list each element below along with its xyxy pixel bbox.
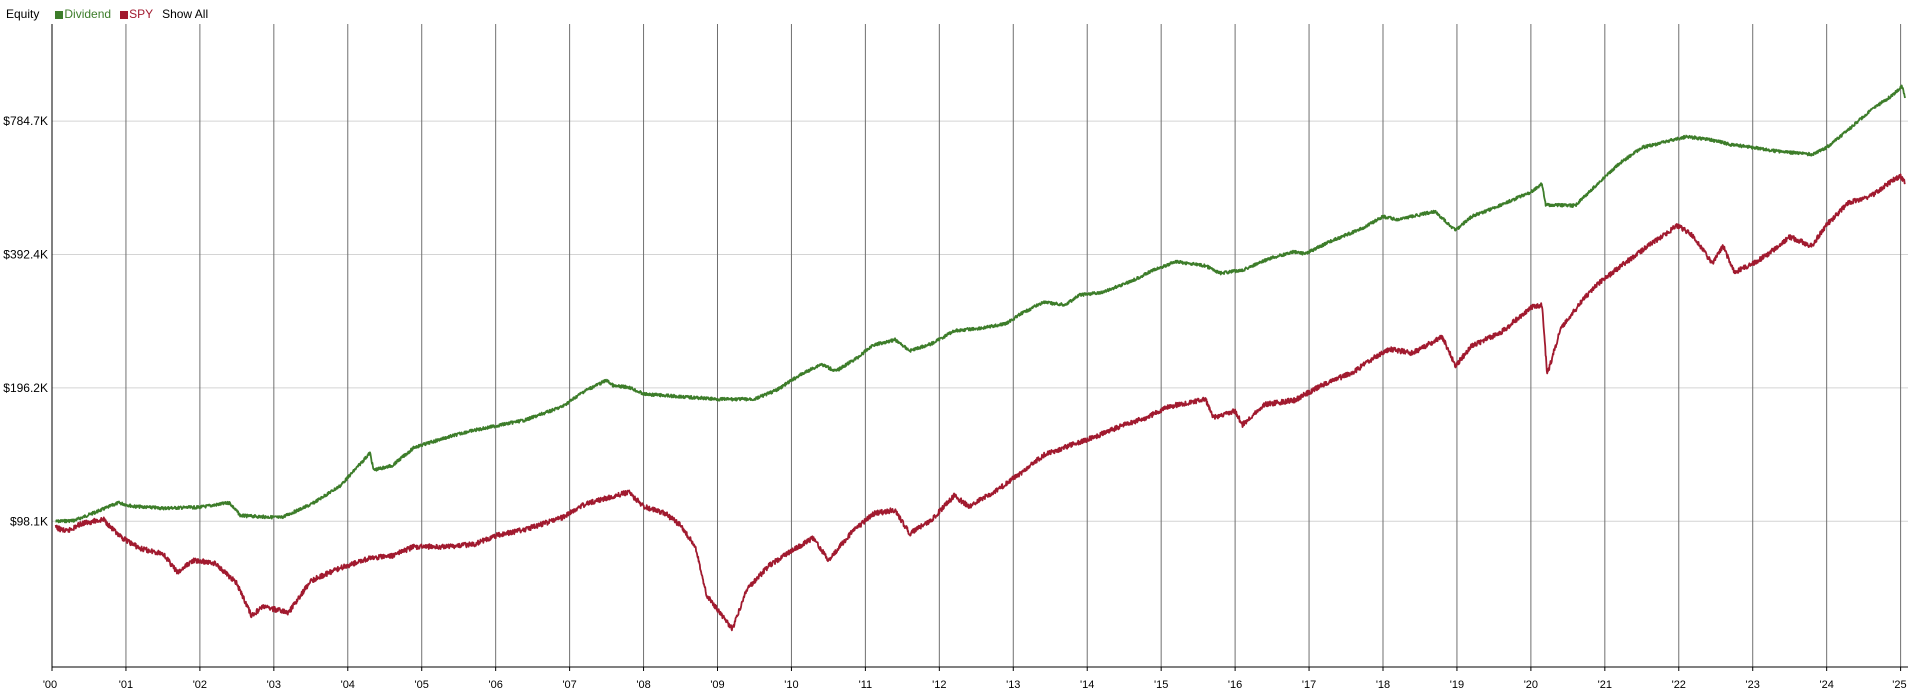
x-axis-labels: '00 '01 '02 '03 '04 '05 '06 '07 '08 '09 '10 '11 '12 '… <box>43 679 1907 691</box>
x-tick-label: '19 <box>1450 679 1464 691</box>
x-tick-label: '03 <box>267 679 281 691</box>
x-tick-label: '00 <box>43 679 57 691</box>
vertical-gridlines <box>51 24 1902 671</box>
x-tick-label: '08 <box>636 679 650 691</box>
legend-title: Equity <box>6 7 40 21</box>
x-tick-label: '10 <box>784 679 798 691</box>
show-all-button[interactable]: Show All <box>162 7 209 21</box>
x-tick-label: '04 <box>341 679 355 691</box>
y-tick-label: $784.7K <box>3 114 48 128</box>
y-tick-label: $98.1K <box>10 514 48 528</box>
x-tick-label: '06 <box>488 679 502 691</box>
x-tick-label: '22 <box>1672 679 1686 691</box>
x-tick-label: '20 <box>1524 679 1538 691</box>
x-tick-label: '21 <box>1598 679 1612 691</box>
horizontal-gridlines <box>52 120 1908 522</box>
x-tick-label: '02 <box>193 679 207 691</box>
legend-item-spy[interactable]: SPY <box>120 7 153 22</box>
chart-legend: Equity Dividend SPY Show All <box>6 7 208 22</box>
x-tick-label: '16 <box>1228 679 1242 691</box>
legend-label-dividend: Dividend <box>64 7 112 21</box>
y-tick-label: $392.4K <box>3 247 48 261</box>
dividend-swatch-icon <box>55 10 64 19</box>
x-tick-label: '14 <box>1080 679 1094 691</box>
x-tick-label: '17 <box>1302 679 1316 691</box>
x-tick-label: '07 <box>562 679 576 691</box>
spy-swatch-icon <box>120 10 129 19</box>
x-tick-label: '15 <box>1154 679 1168 691</box>
x-tick-label: '24 <box>1819 679 1833 691</box>
x-tick-label: '11 <box>859 679 873 691</box>
x-tick-label: '01 <box>119 679 133 691</box>
x-tick-label: '09 <box>710 679 724 691</box>
x-tick-label: '13 <box>1006 679 1020 691</box>
x-tick-label: '12 <box>932 679 946 691</box>
y-tick-label: $196.2K <box>3 381 48 395</box>
series-line-spy <box>54 173 1906 632</box>
x-tick-label: '05 <box>415 679 429 691</box>
y-axis-labels: $98.1K $196.2K $392.4K $784.7K <box>3 114 48 528</box>
series-line-dividend <box>55 84 1906 524</box>
x-tick-label: '23 <box>1746 679 1760 691</box>
legend-label-spy: SPY <box>129 7 154 21</box>
x-tick-label: '18 <box>1376 679 1390 691</box>
legend-item-dividend[interactable]: Dividend <box>55 7 111 22</box>
x-tick-label: '25 <box>1892 679 1906 691</box>
series-lines <box>54 84 1906 632</box>
